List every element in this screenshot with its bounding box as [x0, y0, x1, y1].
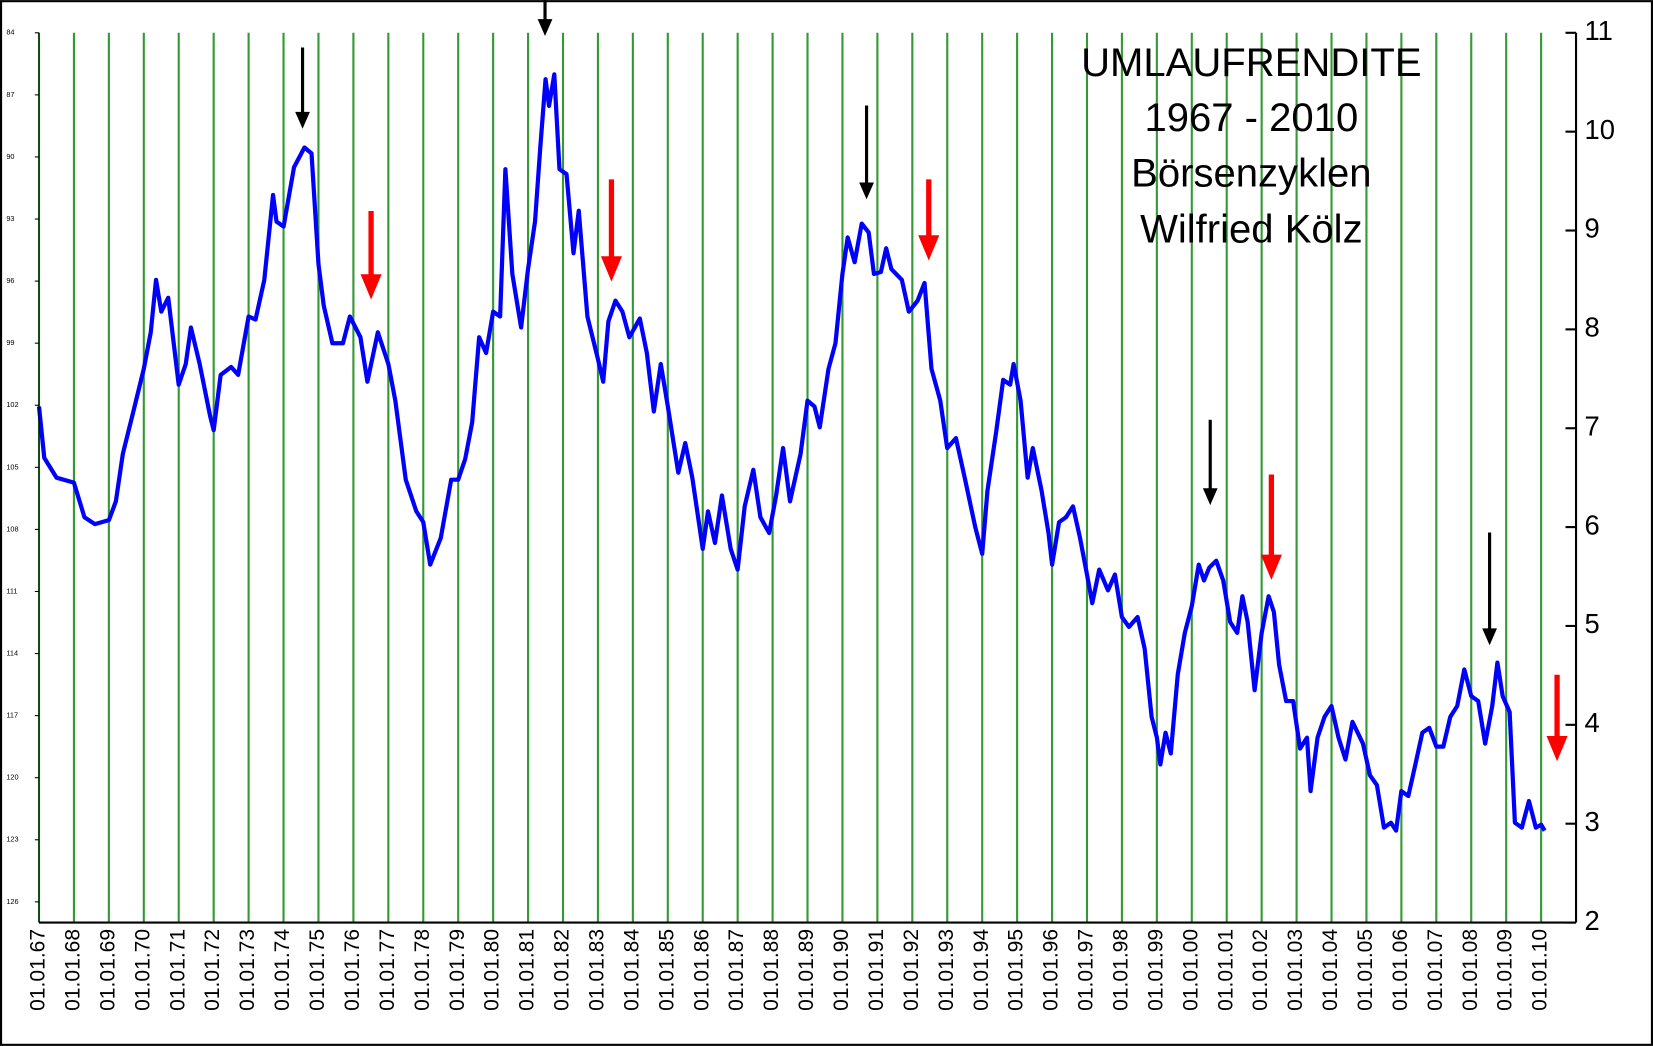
- x-tick-label: 01.01.05: [1354, 929, 1377, 1011]
- x-tick-label: 01.01.07: [1424, 929, 1447, 1011]
- x-tick-label: 01.01.01: [1214, 929, 1237, 1011]
- x-tick-label: 01.01.80: [481, 929, 504, 1011]
- x-tick-label: 01.01.82: [551, 929, 574, 1011]
- x-tick-label: 01.01.94: [970, 929, 993, 1011]
- y2-tick-label: 117: [6, 711, 18, 720]
- y2-tick-label: 87: [6, 90, 14, 99]
- annotation-arrows: [295, 0, 1568, 762]
- y2-tick-label: 93: [6, 214, 14, 223]
- x-tick-label: 01.01.09: [1494, 929, 1517, 1011]
- x-tick-label: 01.01.76: [341, 929, 364, 1011]
- y-tick-label: 9: [1584, 213, 1599, 244]
- red-arrows: [360, 179, 1568, 762]
- x-tick-label: 01.01.69: [96, 929, 119, 1011]
- y-tick-label: 3: [1584, 806, 1599, 837]
- x-tick-label: 01.01.89: [795, 929, 818, 1011]
- black-arrows: [295, 0, 1497, 646]
- y-tick-label: 11: [1584, 15, 1612, 46]
- x-tick-label: 01.01.06: [1389, 929, 1412, 1011]
- x-tick-label: 01.01.78: [411, 929, 434, 1011]
- plot: [36, 72, 1547, 833]
- x-tick-label: 01.01.08: [1459, 929, 1482, 1011]
- y-tick-label: 10: [1584, 114, 1614, 145]
- y2-tick-label: 108: [6, 524, 18, 533]
- title: UMLAUFRENDITE 1967 - 2010 Börsenzyklen W…: [1081, 41, 1421, 252]
- y-tick-label: 6: [1584, 509, 1599, 540]
- x-tick-label: 01.01.83: [585, 929, 608, 1011]
- y-tick-label: 7: [1584, 410, 1599, 441]
- y-tick-label: 8: [1584, 312, 1599, 343]
- x-tick-label: 01.01.98: [1109, 929, 1132, 1011]
- y2-tick-label: 99: [6, 338, 14, 347]
- x-tick-label: 01.01.81: [516, 929, 539, 1011]
- y2-tick-label: 102: [6, 400, 18, 409]
- y-tick-label: 5: [1584, 608, 1599, 639]
- x-tick-label: 01.01.02: [1249, 929, 1272, 1011]
- x-tick-label: 01.01.77: [376, 929, 399, 1011]
- y2-tick-label: 84: [6, 28, 14, 37]
- x-tick-label: 01.01.99: [1144, 929, 1167, 1011]
- axes: 01.01.67 01.01.68 01.01.69 01.01.70 01.01.71…: [6, 15, 1615, 1011]
- title-line: 1967 - 2010: [1144, 96, 1358, 140]
- x-tick-label: 01.01.96: [1040, 929, 1063, 1011]
- y-tick-label: 2: [1584, 905, 1599, 936]
- x-tick-label: 01.01.84: [620, 929, 643, 1011]
- x-tick-label: 01.01.93: [935, 929, 958, 1011]
- x-tick-label: 01.01.70: [131, 929, 154, 1011]
- title-line: UMLAUFRENDITE: [1081, 41, 1421, 85]
- title-line: Börsenzyklen: [1131, 152, 1371, 196]
- y2-tick-label: 105: [6, 462, 18, 471]
- y-tick-label: 4: [1584, 707, 1599, 738]
- x-tick-label: 01.01.75: [306, 929, 329, 1011]
- x-tick-label: 01.01.67: [27, 929, 50, 1011]
- y2-tick-label: 120: [6, 773, 18, 782]
- x-tick-label: 01.01.03: [1284, 929, 1307, 1011]
- y2-tick-label: 123: [6, 835, 18, 844]
- x-tick-label: 01.01.95: [1005, 929, 1028, 1011]
- x-tick-label: 01.01.92: [900, 929, 923, 1011]
- x-tick-label: 01.01.10: [1529, 929, 1552, 1011]
- x-tick-label: 01.01.68: [62, 929, 85, 1011]
- x-tick-label: 01.01.91: [865, 929, 888, 1011]
- x-tick-label: 01.01.79: [446, 929, 469, 1011]
- x-tick-label: 01.01.00: [1179, 929, 1202, 1011]
- x-tick-label: 01.01.90: [830, 929, 853, 1011]
- y2-tick-label: 96: [6, 276, 14, 285]
- x-tick-label: 01.01.88: [760, 929, 783, 1011]
- x-tick-label: 01.01.97: [1075, 929, 1098, 1011]
- x-tick-label: 01.01.74: [271, 929, 294, 1011]
- y2-tick-label: 126: [6, 897, 18, 906]
- series-line: [36, 72, 1547, 833]
- x-tick-label: 01.01.86: [690, 929, 713, 1011]
- x-tick-label: 01.01.85: [655, 929, 678, 1011]
- y2-tick-label: 114: [6, 649, 18, 658]
- x-tick-label: 01.01.72: [201, 929, 224, 1011]
- y2-tick-label: 111: [6, 586, 17, 595]
- y2-tick-label: 90: [6, 152, 14, 161]
- x-tick-label: 01.01.87: [725, 929, 748, 1011]
- x-tick-label: 01.01.71: [166, 929, 189, 1011]
- x-tick-label: 01.01.04: [1319, 929, 1342, 1011]
- x-tick-label: 01.01.73: [236, 929, 259, 1011]
- title-line: Wilfried Kölz: [1140, 208, 1363, 252]
